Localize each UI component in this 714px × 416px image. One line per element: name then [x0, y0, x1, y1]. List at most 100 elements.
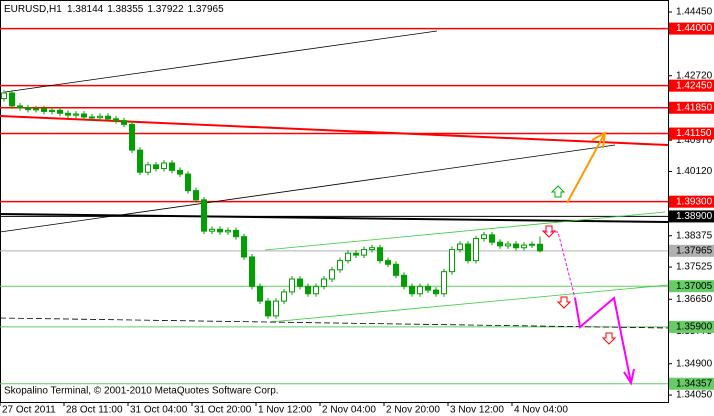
- x-tick-label: 27 Oct 2011: [2, 405, 56, 416]
- level-label-box: [669, 377, 714, 390]
- y-tick-label: 1.34900: [676, 358, 713, 369]
- level-label-box: [669, 280, 714, 293]
- up-arrow-icon: [550, 185, 566, 198]
- candle-body: [361, 249, 367, 256]
- candle-body: [465, 243, 471, 262]
- candle-body: [65, 112, 71, 116]
- candle-body: [105, 115, 111, 120]
- candle-body: [9, 92, 15, 107]
- candle-body: [513, 243, 519, 249]
- x-tick-label: 2 Nov 04:00: [322, 405, 376, 416]
- candle-body: [233, 229, 239, 238]
- x-tick-label: 31 Oct 04:00: [130, 405, 188, 416]
- level-label: 1.41850: [676, 102, 713, 113]
- forecast-arrow: [566, 132, 606, 204]
- y-tick-label: 1.38375: [676, 230, 713, 241]
- candle-body: [81, 113, 87, 118]
- y-tick-label: 1.34050: [676, 390, 713, 401]
- candle-body: [345, 252, 351, 262]
- symbol: EURUSD,H1: [4, 4, 62, 15]
- footer: Skopalino Terminal, © 2001-2010 MetaQuot…: [4, 386, 279, 397]
- candle-body: [425, 285, 431, 291]
- level-label-box: [669, 101, 714, 114]
- arrow-head: [591, 131, 607, 149]
- y-tick-label: 1.37525: [676, 262, 713, 273]
- candle-body: [177, 169, 183, 175]
- level-label-box: [669, 320, 714, 333]
- candle-body: [457, 243, 463, 251]
- level-label-box: [669, 22, 714, 35]
- candle-body: [289, 278, 295, 293]
- candle-body: [209, 228, 215, 232]
- candle-body: [217, 228, 223, 233]
- levels: [0, 27, 668, 385]
- candle-body: [369, 247, 375, 251]
- chart-header: EURUSD,H1 1.38144 1.38355 1.37922 1.37965: [4, 4, 224, 15]
- candle-body: [401, 274, 407, 287]
- trend-line: [4, 30, 438, 93]
- candle-body: [377, 247, 383, 262]
- candle-body: [481, 234, 487, 240]
- trend-line: [0, 144, 616, 233]
- y-tick-label: 1.36650: [676, 294, 713, 305]
- candle-body: [89, 116, 95, 119]
- y-tick-label: 1.44450: [676, 7, 713, 18]
- level-label: 1.34357: [676, 378, 713, 389]
- level-label: 1.38900: [676, 211, 713, 222]
- candle-body: [497, 241, 503, 247]
- candle-body: [201, 199, 207, 232]
- level-label-box: [669, 210, 714, 223]
- candle-body: [153, 164, 159, 170]
- level-label-box: [669, 244, 714, 257]
- x-tick-label: 31 Oct 20:00: [194, 405, 252, 416]
- candle-body: [145, 164, 151, 173]
- candle-body: [17, 105, 23, 109]
- candle-body: [265, 300, 271, 317]
- candle-body: [249, 256, 255, 287]
- forecast-path: [545, 231, 576, 299]
- candle-body: [297, 278, 303, 287]
- candle-body: [305, 285, 311, 295]
- y-tick-label: 1.40970: [676, 135, 713, 146]
- drawings: [0, 30, 669, 386]
- candle-body: [185, 173, 191, 192]
- candle-body: [353, 252, 359, 256]
- candle-body: [225, 229, 231, 233]
- down-arrow-icon: [541, 225, 557, 238]
- y-tick-label: 1.40120: [676, 166, 713, 177]
- x-tick-label: 1 Nov 12:00: [258, 405, 312, 416]
- last-high: 1.38355: [107, 4, 144, 15]
- candle-body: [337, 260, 343, 271]
- candle-body: [25, 107, 31, 111]
- candle-body: [129, 123, 135, 151]
- candle-body: [241, 236, 247, 258]
- candle-body: [257, 285, 263, 302]
- candle-body: [473, 238, 479, 262]
- x-tick-label: 28 Oct 11:00: [66, 405, 123, 416]
- level-label: 1.42450: [676, 80, 713, 91]
- down-arrow-icon: [556, 296, 572, 309]
- candle-body: [489, 234, 495, 243]
- candle-body: [313, 285, 319, 295]
- candle-body: [193, 190, 199, 201]
- candle-body: [321, 278, 327, 287]
- level-label: 1.41150: [676, 128, 712, 139]
- candle-body: [329, 269, 335, 280]
- candle-body: [417, 285, 423, 295]
- candle-body: [121, 120, 127, 125]
- level-label: 1.37965: [676, 245, 713, 256]
- trend-line: [0, 213, 669, 223]
- candle-body: [41, 108, 47, 112]
- level-label: 1.44000: [676, 23, 713, 34]
- x-tick-label: 4 Nov 04:00: [514, 405, 568, 416]
- candle-body: [521, 244, 527, 249]
- candle-body: [1, 92, 7, 100]
- last-open: 1.38144: [67, 4, 104, 15]
- candle-body: [273, 300, 279, 317]
- candles: [1, 90, 543, 319]
- candle-body: [441, 271, 447, 295]
- forecast-path: [574, 296, 632, 384]
- dashed-line: [0, 317, 669, 329]
- candle-body: [433, 289, 439, 295]
